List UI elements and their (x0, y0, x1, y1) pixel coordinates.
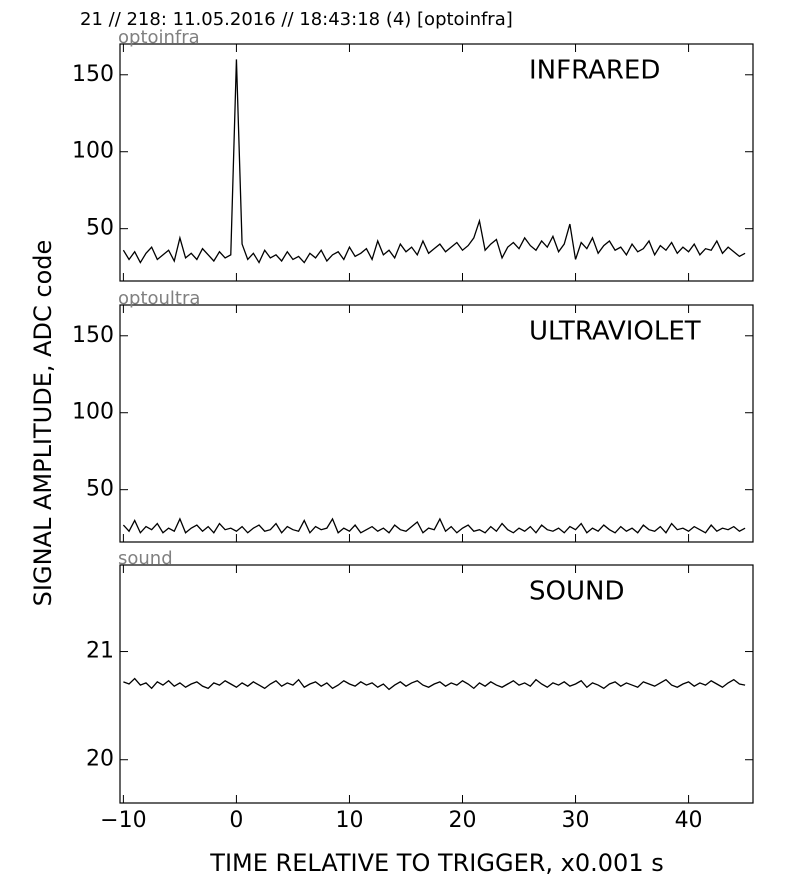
x-tick-label: 30 (562, 808, 590, 833)
signal-line (122, 517, 746, 534)
panel-label: optoinfra (118, 27, 200, 48)
panel-annotation: INFRARED (529, 56, 660, 86)
x-tick-label: 20 (448, 808, 476, 833)
x-tick-label: −10 (100, 808, 146, 833)
y-tick-label: 20 (86, 747, 114, 772)
y-tick-label: 100 (72, 400, 114, 425)
panel-annotation: SOUND (529, 577, 624, 607)
figure-title: 21 // 218: 11.05.2016 // 18:43:18 (4) [o… (80, 9, 513, 30)
x-axis-label: TIME RELATIVE TO TRIGGER, x0.001 s (209, 849, 663, 877)
signal-line (123, 677, 746, 691)
x-tick-label: 10 (335, 808, 363, 833)
y-tick-label: 150 (72, 62, 114, 87)
y-tick-label: 21 (86, 639, 114, 664)
x-tick-label: 0 (229, 808, 243, 833)
panel-annotation: ULTRAVIOLET (529, 317, 701, 347)
y-tick-label: 50 (86, 477, 114, 502)
y-tick-label: 50 (86, 216, 114, 241)
y-tick-label: 100 (72, 139, 114, 164)
signal-line (122, 59, 746, 264)
plot-frame (119, 564, 754, 804)
y-tick-label: 150 (72, 323, 114, 348)
plot-frame (119, 304, 754, 543)
panel-label: sound (118, 548, 173, 569)
plot-frame (119, 43, 754, 282)
panel-label: optoultra (118, 288, 200, 309)
x-tick-label: 40 (675, 808, 703, 833)
y-axis-label: SIGNAL AMPLITUDE, ADC code (29, 240, 57, 607)
